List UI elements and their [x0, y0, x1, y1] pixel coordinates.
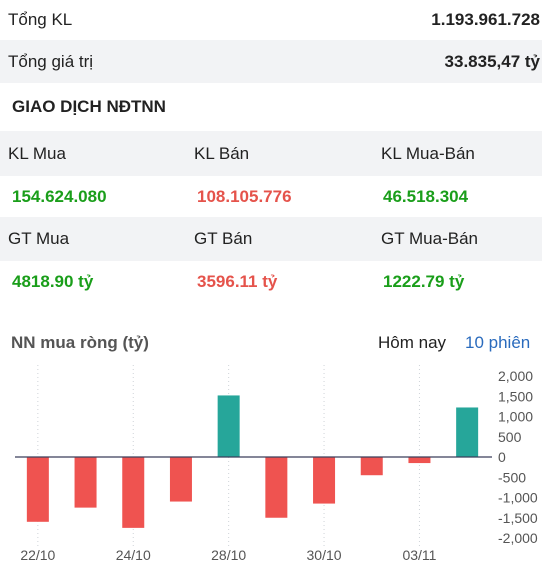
x-tick-label: 03/11 [402, 547, 436, 563]
total-value-row: Tổng giá trị 33.835,47 tỷ [0, 40, 542, 83]
y-tick-label: 500 [498, 429, 522, 445]
y-tick-label: -500 [498, 469, 526, 485]
bar-6 [313, 457, 336, 504]
bar-9 [456, 407, 479, 457]
bar-5 [265, 457, 288, 518]
bar-4 [217, 395, 240, 457]
gt-net-label: GT Mua-Bán [381, 229, 479, 248]
tab-10-sessions[interactable]: 10 phiên [465, 333, 531, 352]
y-tick-label: 2,000 [498, 368, 533, 384]
x-tick-label: 22/10 [20, 547, 55, 563]
total-value-value: 33.835,47 tỷ [444, 51, 540, 71]
x-tick-label: 24/10 [116, 547, 151, 563]
total-volume-label: Tổng KL [8, 10, 73, 29]
total-volume-value: 1.193.961.728 [431, 10, 540, 29]
y-tick-label: -2,000 [498, 530, 538, 546]
bar-8 [408, 457, 431, 464]
kl-buy-label: KL Mua [8, 144, 66, 163]
foreign-trading-title: GIAO DỊCH NĐTNN [12, 97, 166, 116]
gt-net-value: 1222.79 tỷ [383, 272, 465, 291]
tab-today[interactable]: Hôm nay [378, 333, 447, 352]
kl-net-value: 46.518.304 [383, 187, 469, 206]
bar-0 [26, 457, 49, 522]
chart-title: NN mua ròng (tỷ) [11, 333, 149, 352]
gt-sell-label: GT Bán [194, 229, 253, 248]
bar-1 [74, 457, 97, 508]
gt-labels-row [0, 217, 542, 261]
kl-labels-row [0, 131, 542, 176]
y-tick-label: -1,000 [498, 490, 538, 506]
y-tick-label: 1,500 [498, 388, 533, 404]
bar-2 [122, 457, 145, 528]
bar-3 [169, 457, 192, 502]
x-tick-label: 28/10 [211, 547, 246, 563]
y-tick-label: 0 [498, 449, 506, 465]
kl-sell-value: 108.105.776 [197, 187, 292, 206]
total-volume-row: Tổng KL 1.193.961.728 [0, 0, 542, 40]
y-tick-label: -1,500 [498, 510, 538, 526]
gt-buy-value: 4818.90 tỷ [12, 272, 94, 291]
total-value-label: Tổng giá trị [8, 51, 94, 71]
kl-buy-value: 154.624.080 [12, 187, 107, 206]
gt-buy-label: GT Mua [8, 229, 70, 248]
kl-net-label: KL Mua-Bán [381, 144, 475, 163]
gt-sell-value: 3596.11 tỷ [197, 272, 278, 291]
x-tick-label: 30/10 [307, 547, 342, 563]
y-tick-label: 1,000 [498, 409, 533, 425]
net-buy-bar-chart: 2,000 1,500 1,000 500 0 -500 -1,000 -1,500 -2,00… [15, 365, 538, 563]
kl-sell-label: KL Bán [194, 144, 250, 163]
bar-7 [360, 457, 383, 476]
